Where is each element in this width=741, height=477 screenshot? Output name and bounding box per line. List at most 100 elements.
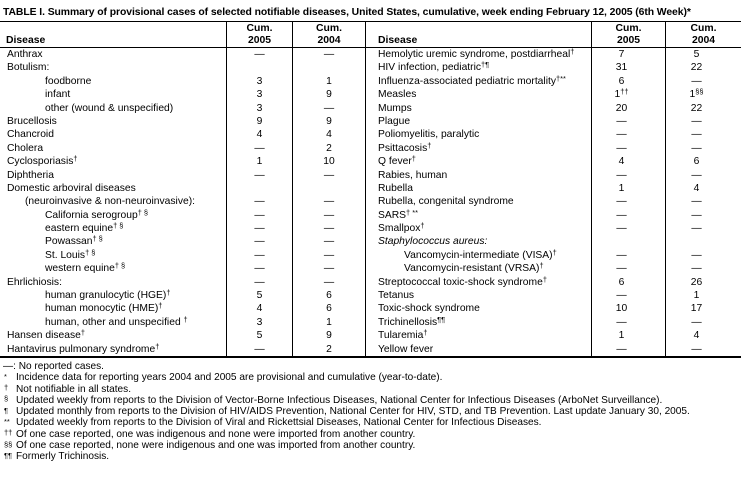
disease-label: Diphtheria (0, 168, 227, 182)
count-value: — (616, 196, 627, 208)
count-value: 9 (256, 115, 263, 127)
count-value: — (616, 316, 627, 328)
footnote-reference: † (183, 314, 188, 324)
disease-label: Yellow fever (366, 342, 592, 356)
count-value: — (323, 249, 335, 261)
count-cell: — (666, 128, 741, 141)
footnote-reference: † (158, 301, 163, 311)
footnote-text: Not notifiable in all states. (16, 383, 132, 395)
count-value: 6 (326, 290, 332, 302)
count-cell: — (666, 343, 741, 356)
disease-label: Toxic-shock syndrome (366, 302, 592, 316)
disease-name-text: SARS (378, 209, 407, 221)
count-value: — (254, 236, 265, 248)
count-value: 1 (618, 330, 625, 342)
footnote: * Incidence data for reporting years 2004… (3, 372, 741, 384)
footnote: §§ Of one case reported, none were indige… (3, 440, 741, 452)
column-header-disease-left: Disease (0, 22, 227, 47)
count-cell: 4 (293, 128, 366, 142)
count-cell: — (592, 114, 666, 129)
count-cell: 7 (592, 48, 666, 62)
footnote: —: No reported cases. (3, 361, 741, 372)
count-cell: — (227, 235, 293, 249)
count-cell: — (592, 262, 666, 276)
count-value: 1 (693, 290, 700, 302)
count-value: 22 (690, 62, 703, 74)
count-cell: — (293, 262, 366, 276)
count-value: 9 (326, 115, 332, 127)
count-cell: 1§§ (666, 87, 741, 101)
footnote-marker: § (4, 394, 9, 404)
count-value: 31 (615, 62, 628, 74)
count-value: — (691, 223, 702, 235)
disease-name-text: California serogroup (45, 209, 138, 221)
count-cell: 31 (592, 61, 666, 75)
count-value: — (254, 142, 265, 154)
disease-name-text: (neuroinvasive & non-neuroinvasive): (25, 196, 195, 208)
disease-label: Vancomycin-intermediate (VISA)† (366, 248, 592, 263)
count-cell: 20 (592, 101, 666, 115)
count-cell: — (666, 209, 741, 222)
count-cell (227, 61, 293, 75)
count-value: — (323, 196, 335, 208)
disease-label: Brucellosis (0, 114, 227, 129)
count-value: 26 (690, 276, 703, 288)
disease-label: Psittacosis† (366, 140, 592, 156)
column-header-disease-right: Disease (366, 22, 592, 47)
count-cell: 1 (293, 74, 366, 89)
count-value: 6 (618, 276, 625, 288)
count-cell: 4 (592, 155, 666, 169)
count-value: — (616, 142, 627, 154)
disease-label: HIV infection, pediatric†¶ (366, 60, 592, 75)
disease-label: Influenza-associated pediatric mortality… (366, 74, 592, 89)
count-cell: — (666, 222, 741, 235)
column-header-cum-2005-left: Cum. 2005 (227, 22, 293, 47)
count-cell: 3 (227, 101, 293, 115)
count-value: 1 (618, 182, 625, 194)
count-cell: — (227, 208, 293, 223)
disease-name-text: Diphtheria (7, 169, 54, 181)
count-cell: 17 (666, 302, 741, 315)
count-value: 3 (256, 89, 263, 101)
count-cell: — (293, 208, 366, 223)
disease-name-text: Domestic arboviral diseases (7, 182, 136, 194)
count-value: — (323, 102, 335, 114)
count-cell: — (666, 249, 741, 262)
count-cell: 1 (227, 155, 293, 169)
count-value: — (254, 169, 265, 181)
disease-label: Smallpox† (366, 221, 592, 236)
disease-name-text: foodborne (45, 75, 92, 87)
disease-name-text: Measles (378, 89, 417, 101)
count-cell: 4 (666, 329, 741, 342)
count-cell: 22 (666, 102, 741, 115)
count-cell: 6 (293, 289, 366, 303)
count-cell (293, 61, 366, 75)
disease-name-text: HIV infection, pediatric (378, 62, 482, 74)
disease-label: other (wound & unspecified) (0, 101, 227, 115)
count-cell: 9 (293, 88, 366, 102)
disease-name-text: Anthrax (7, 49, 43, 60)
count-cell: 1 (666, 289, 741, 302)
count-value: — (616, 343, 627, 355)
footnote-reference: † § (92, 234, 103, 244)
disease-name-text: Cholera (7, 142, 44, 154)
year-label: 2004 (317, 35, 341, 46)
count-value: — (616, 169, 627, 181)
footnote-reference: † (427, 140, 432, 150)
count-value: 1 (326, 316, 332, 328)
count-cell: — (666, 195, 741, 208)
count-value: 6 (693, 156, 700, 168)
footnote-reference: §§ (695, 87, 704, 97)
count-value: — (691, 75, 702, 87)
count-cell: 26 (666, 276, 741, 289)
count-cell: 6 (666, 155, 741, 168)
count-cell: — (293, 248, 366, 263)
disease-name-text: Influenza-associated pediatric mortality (378, 75, 556, 87)
disease-label: Botulism: (0, 61, 227, 75)
count-cell: — (293, 101, 366, 115)
disease-name-text: Rubella (378, 182, 413, 194)
count-cell: — (592, 342, 666, 356)
count-value: 22 (690, 102, 703, 114)
footnote-text: Updated weekly from reports to the Divis… (16, 417, 542, 429)
disease-name-text: Staphylococcus aureus: (378, 236, 488, 248)
